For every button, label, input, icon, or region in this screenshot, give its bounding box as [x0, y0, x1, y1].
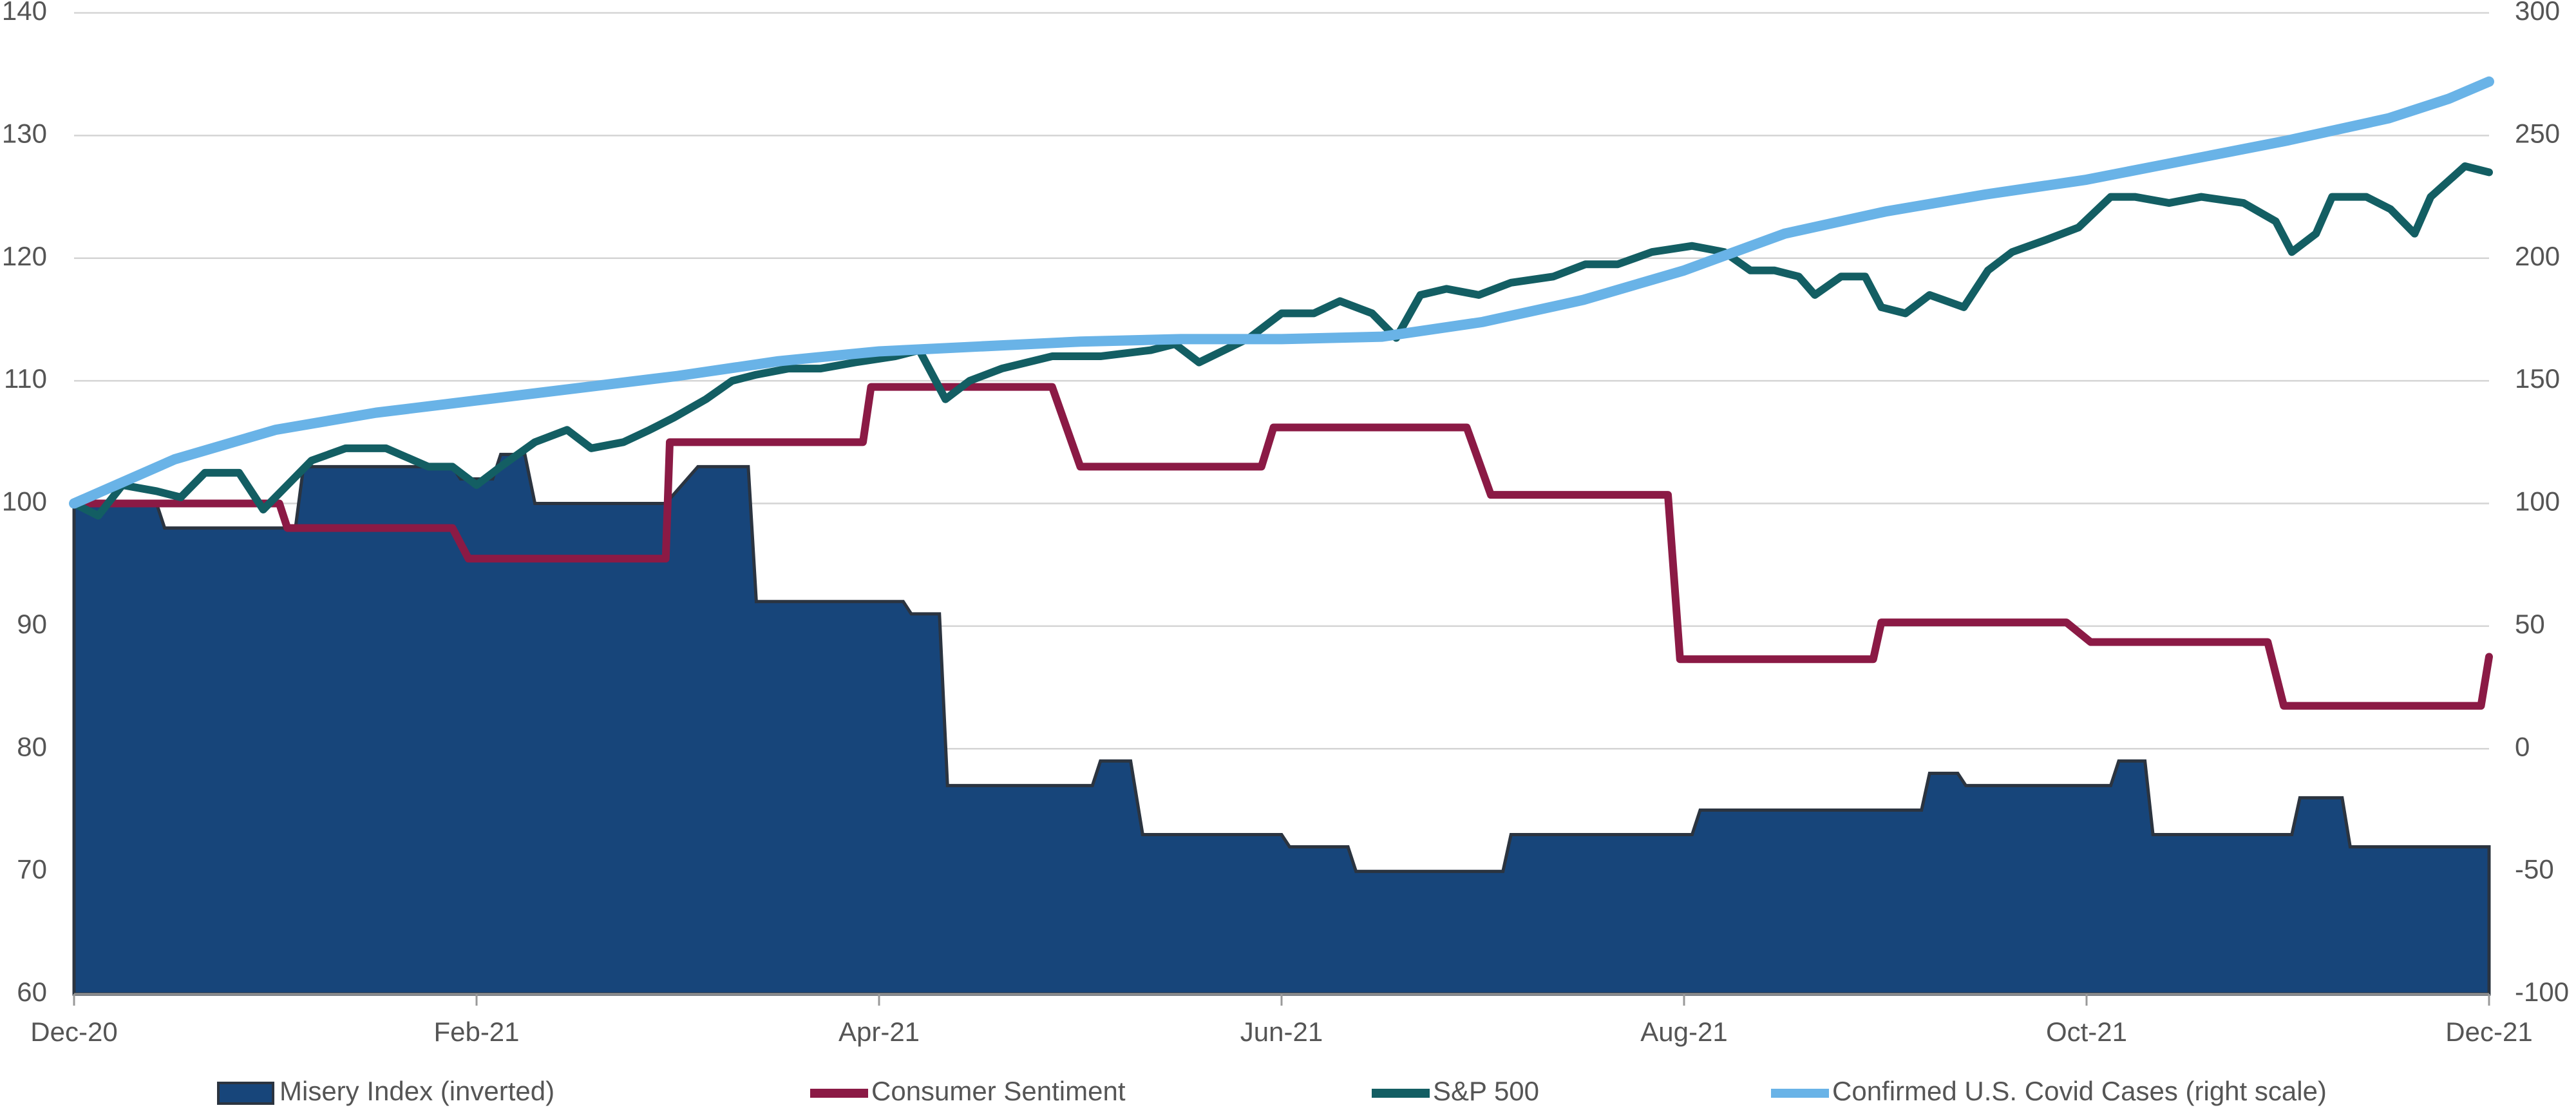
legend-label: Confirmed U.S. Covid Cases (right scale) [1832, 1076, 2327, 1106]
y2-tick-label: 250 [2515, 118, 2560, 148]
x-tick-label: Dec-20 [30, 1017, 117, 1047]
y-tick-label: 60 [17, 977, 47, 1007]
x-tick-label: Apr-21 [838, 1017, 920, 1047]
y2-tick-label: -100 [2515, 977, 2569, 1007]
line [70, 383, 2493, 710]
x-tick-label: Dec-21 [2445, 1017, 2532, 1047]
legend-label: Consumer Sentiment [871, 1076, 1126, 1106]
y-tick-label: 120 [2, 241, 47, 271]
legend-label: S&P 500 [1433, 1076, 1539, 1106]
line [70, 162, 2493, 520]
y-tick-label: 90 [17, 609, 47, 639]
y-tick-label: 130 [2, 118, 47, 148]
y2-tick-label: 50 [2515, 609, 2545, 639]
y2-tick-label: 0 [2515, 731, 2530, 761]
x-tick-label: Jun-21 [1240, 1017, 1323, 1047]
legend-swatch [217, 1082, 274, 1105]
line [69, 76, 2494, 509]
legend-label: Misery Index (inverted) [279, 1076, 554, 1106]
area [72, 452, 2491, 996]
y2-tick-label: 100 [2515, 486, 2560, 517]
x-tick-label: Oct-21 [2046, 1017, 2127, 1047]
y2-tick-label: 300 [2515, 0, 2560, 26]
y-tick-label: 70 [17, 854, 47, 885]
y-tick-label: 100 [2, 486, 47, 517]
x-tick-label: Feb-21 [433, 1017, 519, 1047]
y2-tick-label: 200 [2515, 241, 2560, 271]
y-tick-label: 110 [4, 363, 47, 394]
y2-tick-label: -50 [2515, 854, 2554, 885]
y-tick-label: 80 [17, 731, 47, 761]
y2-tick-label: 150 [2515, 363, 2560, 394]
y-tick-label: 140 [2, 0, 47, 26]
x-tick-label: Aug-21 [1640, 1017, 1727, 1047]
